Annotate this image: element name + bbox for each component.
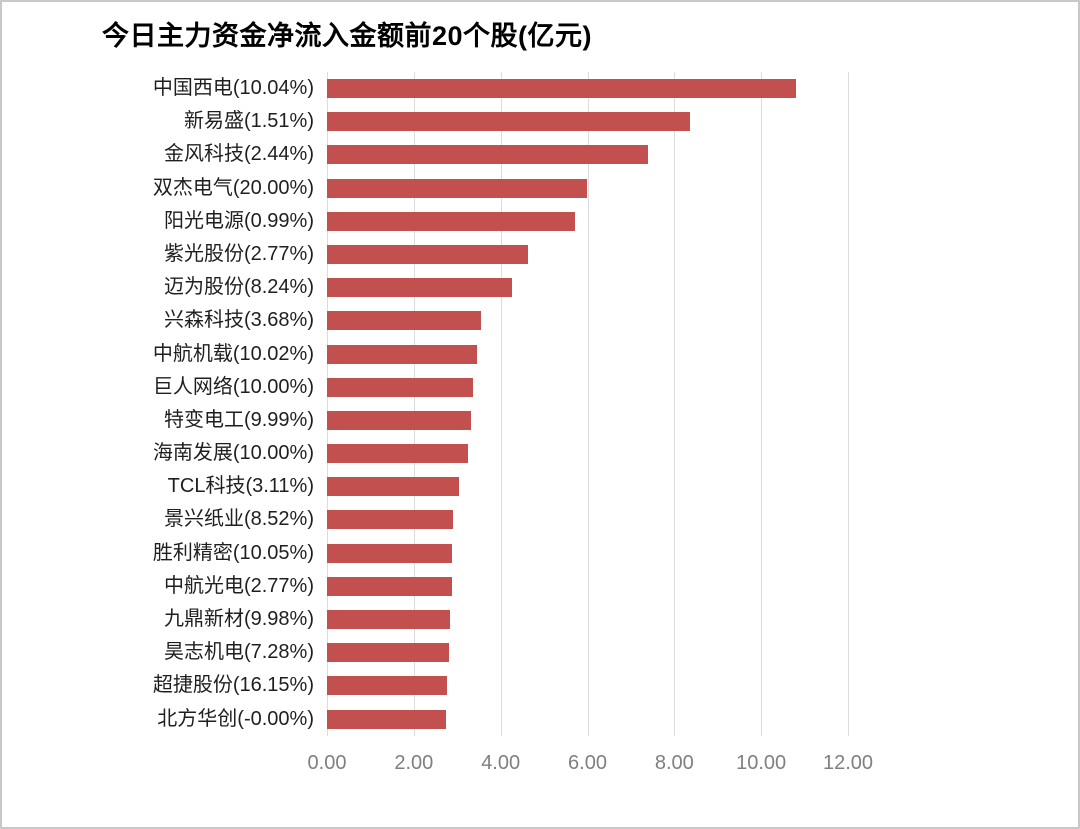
bar bbox=[327, 410, 471, 430]
bar-row bbox=[327, 105, 848, 138]
bar bbox=[327, 709, 447, 729]
category-label: 胜利精密(10.05%) bbox=[152, 541, 314, 564]
x-tick-label: 2.00 bbox=[394, 752, 434, 774]
gridline bbox=[587, 72, 589, 736]
bar bbox=[327, 244, 529, 264]
bar-row bbox=[327, 138, 848, 171]
x-tick-label: 10.00 bbox=[736, 752, 787, 774]
bar-row bbox=[327, 338, 848, 371]
category-label: 巨人网络(10.00%) bbox=[152, 375, 314, 398]
bar-row bbox=[327, 537, 848, 570]
category-label: 中航机载(10.02%) bbox=[152, 342, 314, 365]
gridline bbox=[327, 72, 328, 736]
bar bbox=[327, 178, 588, 198]
category-label: 海南发展(10.00%) bbox=[152, 442, 314, 465]
bar bbox=[327, 543, 453, 563]
chart-title: 今日主力资金净流入金额前20个股(亿元) bbox=[102, 21, 593, 51]
bar bbox=[327, 377, 474, 397]
bar bbox=[327, 444, 469, 464]
category-label: 特变电工(9.99%) bbox=[163, 408, 314, 431]
category-label: 紫光股份(2.77%) bbox=[163, 242, 314, 265]
x-tick-label: 6.00 bbox=[568, 752, 607, 774]
x-tick-label: 8.00 bbox=[654, 752, 694, 774]
plot-area bbox=[327, 72, 849, 736]
bar bbox=[327, 676, 448, 696]
gridline bbox=[500, 72, 502, 736]
category-label: 中航光电(2.77%) bbox=[163, 574, 314, 597]
category-label: 阳光电源(0.99%) bbox=[163, 209, 314, 232]
bar bbox=[327, 344, 477, 364]
bar bbox=[327, 477, 460, 497]
category-label: 兴森科技(3.68%) bbox=[163, 309, 314, 332]
bar bbox=[327, 145, 649, 165]
bar bbox=[327, 278, 512, 298]
bar bbox=[327, 643, 449, 663]
gridline bbox=[761, 72, 763, 736]
bar-row bbox=[327, 271, 848, 304]
bar-row bbox=[327, 669, 848, 702]
category-labels: 中国西电(10.04%) 新易盛(1.51%) 金风科技(2.44%) 双杰电气(20… bbox=[2, 72, 314, 736]
bar bbox=[327, 112, 691, 132]
bar-row bbox=[327, 205, 848, 238]
bar-row bbox=[327, 304, 848, 337]
x-tick-label: 0.00 bbox=[307, 752, 347, 774]
bar bbox=[327, 311, 482, 331]
x-tick-label: 4.00 bbox=[481, 752, 521, 774]
category-label: 中国西电(10.04%) bbox=[152, 77, 314, 99]
gridline bbox=[413, 72, 415, 736]
bar-row bbox=[327, 636, 848, 669]
bar-row bbox=[327, 470, 848, 503]
bar-row bbox=[327, 437, 848, 470]
x-tick-label: 12.00 bbox=[822, 752, 874, 774]
bar-row bbox=[327, 72, 848, 105]
category-label: 昊志机电(7.28%) bbox=[163, 641, 314, 664]
category-label: 新易盛(1.51%) bbox=[183, 110, 314, 133]
bar-row bbox=[327, 503, 848, 536]
x-axis-ticks: 0.00 2.00 4.00 6.00 8.00 10.00 12.00 bbox=[2, 752, 1078, 780]
bar bbox=[327, 211, 575, 231]
bar-row bbox=[327, 570, 848, 603]
category-label: 金风科技(2.44%) bbox=[163, 143, 314, 166]
bar bbox=[327, 610, 450, 629]
category-label: 超捷股份(16.15%) bbox=[152, 674, 314, 697]
bar-row bbox=[327, 238, 848, 271]
category-label: TCL科技(3.11%) bbox=[167, 475, 314, 498]
category-label: 九鼎新材(9.98%) bbox=[163, 608, 314, 630]
bar-row bbox=[327, 703, 848, 736]
category-label: 景兴纸业(8.52%) bbox=[163, 508, 314, 531]
bar-row bbox=[327, 172, 848, 205]
bar bbox=[327, 510, 453, 530]
category-label: 北方华创(-0.00%) bbox=[157, 707, 314, 730]
gridline bbox=[674, 72, 676, 736]
bars-container bbox=[327, 72, 848, 736]
category-label: 迈为股份(8.24%) bbox=[163, 276, 314, 299]
bar bbox=[327, 576, 452, 596]
category-label: 双杰电气(20.00%) bbox=[152, 176, 314, 199]
bar-row bbox=[327, 371, 848, 404]
gridline bbox=[848, 72, 849, 736]
bar-row bbox=[327, 603, 848, 636]
bar-row bbox=[327, 404, 848, 437]
bar bbox=[327, 79, 796, 98]
